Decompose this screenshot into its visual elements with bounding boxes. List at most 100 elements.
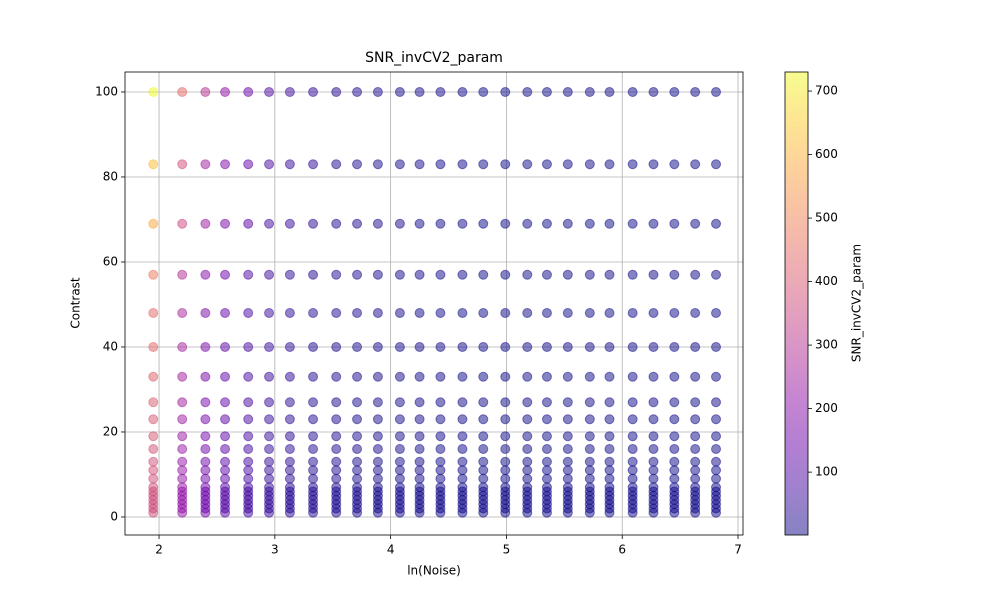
point xyxy=(522,86,533,97)
point xyxy=(200,341,211,352)
point xyxy=(690,443,701,454)
point xyxy=(220,307,231,318)
point xyxy=(243,482,254,493)
colorbar-frame xyxy=(784,71,809,536)
point xyxy=(243,431,254,442)
colorbar-tick-label: 700 xyxy=(815,84,838,98)
point xyxy=(478,465,489,476)
point xyxy=(148,371,159,382)
point xyxy=(669,159,680,170)
point xyxy=(352,443,363,454)
point xyxy=(394,307,405,318)
point xyxy=(284,218,295,229)
point xyxy=(177,397,188,408)
point xyxy=(148,431,159,442)
point xyxy=(584,307,595,318)
point xyxy=(627,159,638,170)
point xyxy=(711,341,722,352)
x-tick-label: 6 xyxy=(618,543,626,557)
point xyxy=(264,397,275,408)
point xyxy=(177,307,188,318)
point xyxy=(541,86,552,97)
point xyxy=(148,218,159,229)
point xyxy=(435,269,446,280)
point xyxy=(435,307,446,318)
point xyxy=(331,465,342,476)
y-tick-label: 60 xyxy=(103,254,118,268)
point xyxy=(690,341,701,352)
point xyxy=(584,341,595,352)
point xyxy=(414,431,425,442)
point xyxy=(308,473,319,484)
point xyxy=(352,482,363,493)
point xyxy=(243,414,254,425)
point xyxy=(690,431,701,442)
point xyxy=(522,482,533,493)
point xyxy=(414,482,425,493)
point xyxy=(584,414,595,425)
point xyxy=(562,218,573,229)
point xyxy=(478,371,489,382)
point xyxy=(522,159,533,170)
point xyxy=(690,86,701,97)
point xyxy=(243,465,254,476)
point xyxy=(264,269,275,280)
point xyxy=(414,443,425,454)
point xyxy=(669,341,680,352)
point xyxy=(220,482,231,493)
point xyxy=(435,465,446,476)
point xyxy=(284,269,295,280)
point xyxy=(352,456,363,467)
point xyxy=(243,473,254,484)
point xyxy=(648,341,659,352)
point xyxy=(284,341,295,352)
point xyxy=(711,218,722,229)
point xyxy=(264,159,275,170)
point xyxy=(148,456,159,467)
x-tick-label: 3 xyxy=(271,543,279,557)
point xyxy=(284,307,295,318)
point xyxy=(604,397,615,408)
point xyxy=(648,465,659,476)
point xyxy=(394,482,405,493)
point xyxy=(264,465,275,476)
point xyxy=(478,307,489,318)
point xyxy=(711,443,722,454)
point xyxy=(148,307,159,318)
point xyxy=(284,456,295,467)
point xyxy=(264,431,275,442)
point xyxy=(541,341,552,352)
point xyxy=(669,473,680,484)
point xyxy=(584,86,595,97)
point xyxy=(148,397,159,408)
point xyxy=(604,456,615,467)
point xyxy=(200,431,211,442)
point xyxy=(500,465,511,476)
chart-title: SNR_invCV2_param xyxy=(365,50,503,66)
point xyxy=(148,473,159,484)
point xyxy=(394,86,405,97)
point xyxy=(648,371,659,382)
point xyxy=(200,414,211,425)
point xyxy=(308,482,319,493)
point xyxy=(372,159,383,170)
point xyxy=(584,269,595,280)
y-axis-label: Contrast xyxy=(69,277,83,329)
point xyxy=(541,397,552,408)
point xyxy=(435,473,446,484)
point xyxy=(264,473,275,484)
point xyxy=(584,456,595,467)
point xyxy=(177,341,188,352)
point xyxy=(177,269,188,280)
point xyxy=(435,218,446,229)
point xyxy=(562,159,573,170)
point xyxy=(331,414,342,425)
point xyxy=(414,86,425,97)
point xyxy=(541,371,552,382)
point xyxy=(352,414,363,425)
point xyxy=(627,86,638,97)
point xyxy=(264,414,275,425)
point xyxy=(648,443,659,454)
point xyxy=(372,218,383,229)
point xyxy=(690,397,701,408)
